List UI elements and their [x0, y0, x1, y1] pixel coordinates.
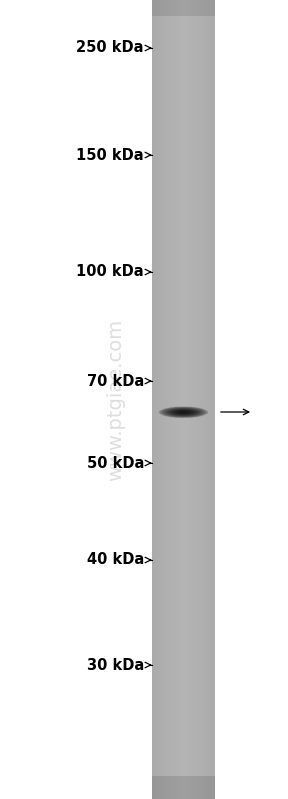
Text: 150 kDa: 150 kDa: [76, 148, 151, 162]
Text: www.ptgiae.com: www.ptgiae.com: [106, 319, 125, 480]
Text: 50 kDa: 50 kDa: [87, 455, 151, 471]
Text: 40 kDa: 40 kDa: [87, 552, 151, 567]
Text: 70 kDa: 70 kDa: [87, 373, 151, 388]
Text: 30 kDa: 30 kDa: [87, 658, 151, 673]
Text: 250 kDa: 250 kDa: [77, 41, 151, 55]
Text: 100 kDa: 100 kDa: [76, 264, 151, 280]
